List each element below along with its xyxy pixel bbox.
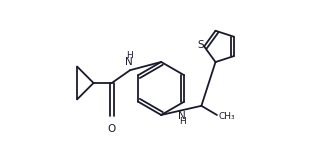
Text: H: H bbox=[126, 51, 133, 60]
Text: CH₃: CH₃ bbox=[218, 112, 235, 121]
Text: O: O bbox=[108, 124, 116, 134]
Text: N: N bbox=[178, 111, 186, 121]
Text: S: S bbox=[198, 40, 204, 51]
Text: N: N bbox=[125, 56, 133, 67]
Text: H: H bbox=[179, 117, 185, 126]
